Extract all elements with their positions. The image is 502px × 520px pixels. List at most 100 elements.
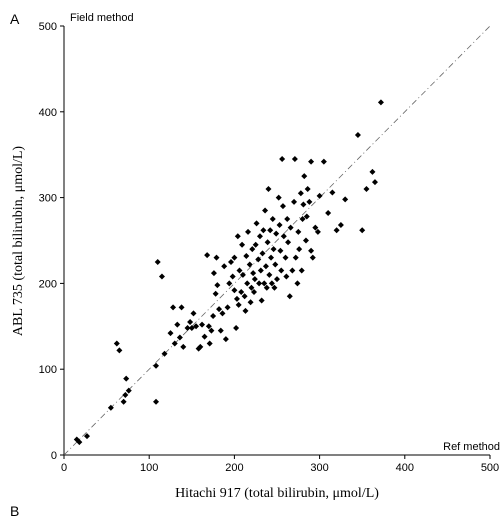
panel-label-a: A [10, 11, 20, 27]
data-point [296, 246, 303, 253]
data-point [308, 158, 315, 165]
data-point [277, 247, 284, 254]
data-point [239, 271, 246, 278]
data-point [161, 350, 168, 357]
data-point [295, 228, 302, 235]
data-point [325, 210, 332, 217]
data-point [170, 304, 177, 311]
data-point [213, 254, 220, 261]
data-point [253, 220, 260, 227]
data-point [301, 173, 308, 180]
y-axis-title: ABL 735 (total bilirubin, μmol/L) [11, 146, 26, 336]
data-point [303, 213, 310, 220]
data-point [306, 198, 313, 205]
data-point [176, 334, 183, 341]
data-points [73, 99, 384, 446]
data-point [276, 222, 283, 229]
data-point [300, 201, 307, 208]
data-point [153, 362, 160, 369]
x-tick-label: 300 [310, 462, 328, 474]
y-tick-label: 100 [39, 364, 57, 376]
data-point [233, 325, 240, 332]
data-point [289, 267, 296, 274]
data-point [273, 230, 280, 237]
data-point [329, 189, 336, 196]
data-point [153, 398, 160, 405]
data-point [229, 273, 236, 280]
data-point [369, 168, 376, 175]
data-point [174, 321, 181, 328]
data-point [226, 280, 233, 287]
data-point [214, 282, 221, 289]
data-point [284, 216, 291, 223]
data-point [208, 327, 215, 334]
data-point [268, 280, 275, 287]
y-tick-label: 500 [39, 21, 57, 33]
x-tick-label: 200 [225, 462, 243, 474]
data-point [249, 246, 256, 253]
data-point [309, 254, 316, 261]
data-point [216, 306, 223, 313]
data-point [286, 293, 293, 300]
y-tick-label: 0 [51, 450, 57, 462]
data-point [212, 290, 219, 297]
data-point [250, 270, 257, 277]
data-point [84, 433, 91, 440]
x-axis-ticks: 0 100 200 300 400 500 [61, 455, 499, 474]
data-point [258, 297, 265, 304]
data-point [221, 263, 228, 270]
data-point [256, 280, 263, 287]
data-point [243, 252, 250, 259]
data-point [287, 224, 294, 231]
data-point [291, 198, 298, 205]
data-point [282, 254, 289, 261]
data-point [206, 340, 213, 347]
data-point [231, 287, 238, 294]
data-point [257, 267, 264, 274]
data-point [312, 224, 319, 231]
data-point [294, 280, 301, 287]
data-point [222, 336, 229, 343]
data-point [262, 263, 269, 270]
data-point [255, 256, 262, 263]
data-point [233, 295, 240, 302]
data-point [238, 288, 245, 295]
data-point [279, 155, 286, 162]
data-point [205, 323, 212, 330]
data-point [263, 284, 270, 291]
data-point [377, 99, 384, 106]
data-point [210, 313, 217, 320]
data-point [250, 288, 257, 295]
data-point [252, 241, 259, 248]
data-point [359, 227, 366, 234]
data-point [217, 327, 224, 334]
data-point [190, 310, 197, 317]
data-point [271, 284, 278, 291]
data-point [304, 186, 311, 193]
data-point [269, 216, 276, 223]
data-point [278, 267, 285, 274]
y-axis-top-label: Field method [70, 12, 134, 24]
data-point [178, 304, 185, 311]
data-point [298, 267, 305, 274]
data-point [158, 273, 165, 280]
data-point [320, 158, 327, 165]
data-point [251, 276, 258, 283]
data-point [316, 192, 323, 199]
data-point [219, 310, 226, 317]
x-tick-label: 400 [396, 462, 414, 474]
data-point [333, 227, 340, 234]
panel-label-b: B [10, 503, 19, 519]
data-point [248, 284, 255, 291]
data-point [236, 267, 243, 274]
data-point [285, 239, 292, 246]
data-point [107, 404, 114, 411]
data-point [247, 299, 254, 306]
data-point [261, 280, 268, 287]
data-point [279, 203, 286, 210]
data-point [259, 250, 266, 257]
y-axis-ticks: 0 100 200 300 400 500 [39, 21, 64, 462]
data-point [235, 301, 242, 308]
data-point [227, 258, 234, 265]
